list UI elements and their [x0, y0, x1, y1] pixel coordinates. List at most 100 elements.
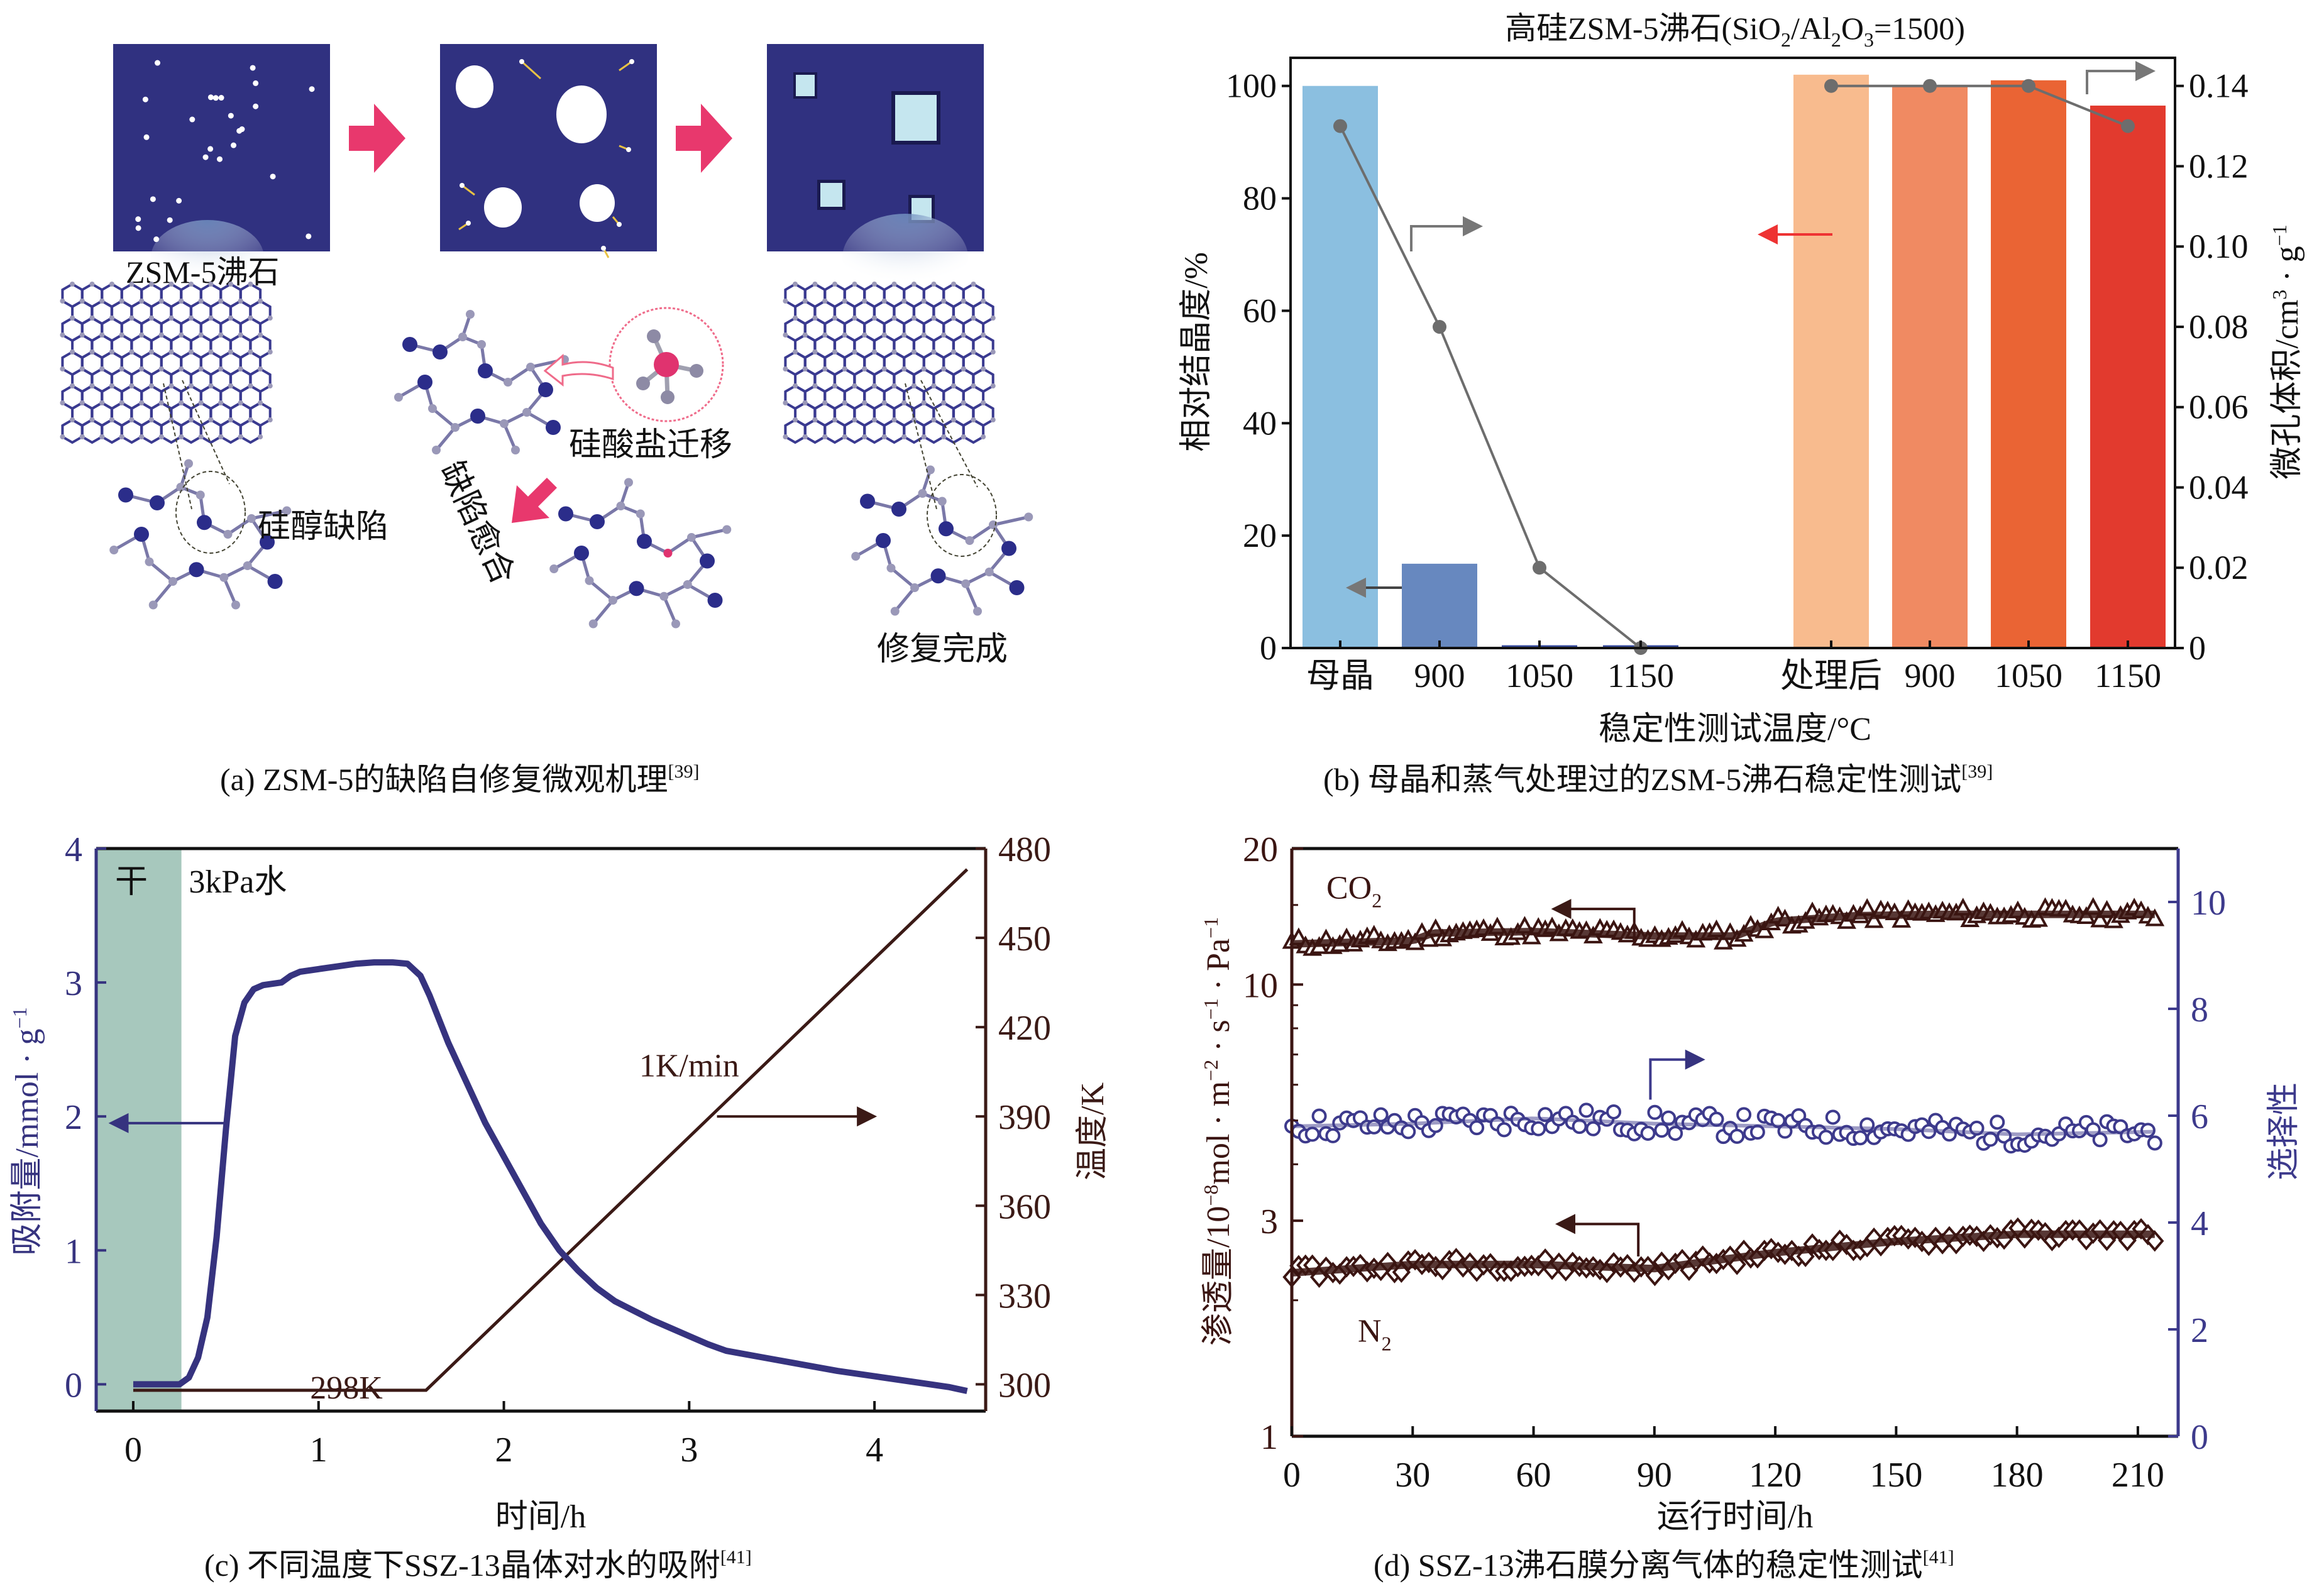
- lattice-atom: [89, 417, 95, 422]
- lattice-atom: [99, 299, 105, 304]
- xtick-label: 30: [1395, 1456, 1430, 1495]
- lattice-atom: [990, 383, 996, 388]
- defect-dot: [270, 173, 276, 180]
- lattice-atom: [822, 366, 828, 371]
- lattice-atom: [941, 333, 947, 338]
- atom: [930, 568, 946, 584]
- lattice-atom: [961, 366, 966, 371]
- lattice-ring: [120, 418, 143, 444]
- lattice-atom: [832, 417, 837, 422]
- atom: [663, 549, 673, 558]
- atom: [937, 497, 947, 506]
- lattice-atom: [862, 333, 867, 338]
- defect-dot: [207, 94, 214, 101]
- lattice-atom: [109, 417, 114, 422]
- lattice-atom: [109, 349, 114, 355]
- atom: [109, 546, 119, 554]
- silicate-bubble: [609, 307, 724, 422]
- panel-c-line-chart: 干 3kPa水1K/min298K012343003303603904204504…: [8, 830, 1111, 1583]
- co2-point: [1521, 926, 1541, 945]
- trend-0: [1291, 910, 2155, 948]
- bond: [502, 423, 517, 451]
- atom: [558, 506, 573, 522]
- lattice-atom: [990, 417, 996, 422]
- lattice-atom: [812, 383, 818, 388]
- selectivity-point: [1606, 1104, 1622, 1119]
- atom: [260, 534, 275, 550]
- co2-main: CO: [1326, 871, 1372, 906]
- bond: [662, 595, 678, 625]
- atom: [134, 527, 149, 542]
- atom: [196, 490, 205, 500]
- lattice-atom: [981, 400, 986, 405]
- lattice-atom: [179, 400, 184, 405]
- lattice-atom: [119, 333, 124, 338]
- atom: [511, 446, 520, 454]
- y2tick-label: 330: [998, 1277, 1051, 1316]
- lattice-atom: [179, 299, 184, 304]
- lattice-atom: [881, 400, 887, 405]
- xtick-label: 1150: [2095, 657, 2161, 695]
- lattice-atom: [802, 333, 808, 338]
- lattice-atom: [89, 282, 95, 287]
- atom: [176, 483, 185, 492]
- lattice-atom: [267, 349, 273, 355]
- lattice-ring: [199, 418, 223, 444]
- migration-arrow-icon: [520, 60, 542, 80]
- lattice-atom: [228, 417, 233, 422]
- lattice-ring: [823, 418, 846, 444]
- y2tick-label: 4: [2191, 1204, 2208, 1243]
- lattice-atom: [990, 349, 996, 355]
- micropore-point: [2121, 119, 2135, 133]
- lattice-atom: [802, 366, 808, 371]
- lattice-atom: [832, 349, 837, 355]
- lattice-atom: [119, 400, 124, 405]
- lattice-atom: [248, 417, 253, 422]
- bond: [222, 576, 238, 606]
- lattice-atom: [158, 400, 164, 405]
- lattice-atom: [218, 366, 224, 371]
- y2tick-label: 0.02: [2189, 549, 2249, 586]
- bond: [507, 365, 532, 384]
- lattice-atom: [951, 417, 956, 422]
- lattice-ring: [239, 418, 262, 444]
- lattice-atom: [60, 299, 65, 304]
- lattice-atom: [248, 383, 253, 388]
- label-repair-complete: 修复完成: [877, 632, 1008, 668]
- co2-point: [2090, 910, 2110, 928]
- lattice-atom: [783, 299, 788, 304]
- magnify-circle: [927, 474, 997, 557]
- lattice-atom: [793, 417, 798, 422]
- repaired-cluster: [851, 465, 1033, 616]
- ytick-label: 3: [1260, 1202, 1278, 1241]
- caption-c: (c) 不同温度下SSZ-13晶体对水的吸附[41]: [204, 1547, 752, 1583]
- migration-arrow-icon: [461, 184, 475, 196]
- atom: [973, 607, 982, 616]
- defect-dot: [239, 126, 245, 133]
- lattice-atom: [971, 316, 976, 321]
- xtick-label: 150: [1870, 1456, 1922, 1495]
- dry-region-shading: [96, 849, 182, 1411]
- selectivity-point: [1578, 1102, 1594, 1118]
- lattice-atom: [842, 333, 847, 338]
- adsorption-curve: [133, 959, 968, 1394]
- lattice-atom: [198, 299, 204, 304]
- lattice-atom: [802, 299, 808, 304]
- lattice-atom: [901, 400, 907, 405]
- lattice-atom: [179, 434, 184, 439]
- defect-dot: [207, 146, 214, 152]
- micropore-line-0: [1339, 125, 1642, 649]
- lattice-ring: [784, 418, 807, 444]
- atom: [683, 580, 692, 589]
- silicate-dot: [617, 222, 622, 227]
- micropore-point: [1333, 119, 1347, 133]
- lattice-atom: [931, 316, 937, 321]
- process-arrow-icon: [349, 104, 405, 173]
- defect-dot: [150, 196, 156, 202]
- lattice-atom: [79, 299, 85, 304]
- ytick-label: 1: [65, 1232, 82, 1271]
- y2tick-label: 2: [2191, 1311, 2208, 1350]
- lattice-atom: [832, 383, 837, 388]
- xtick-label: 0: [1283, 1456, 1301, 1495]
- lattice-atom: [822, 333, 828, 338]
